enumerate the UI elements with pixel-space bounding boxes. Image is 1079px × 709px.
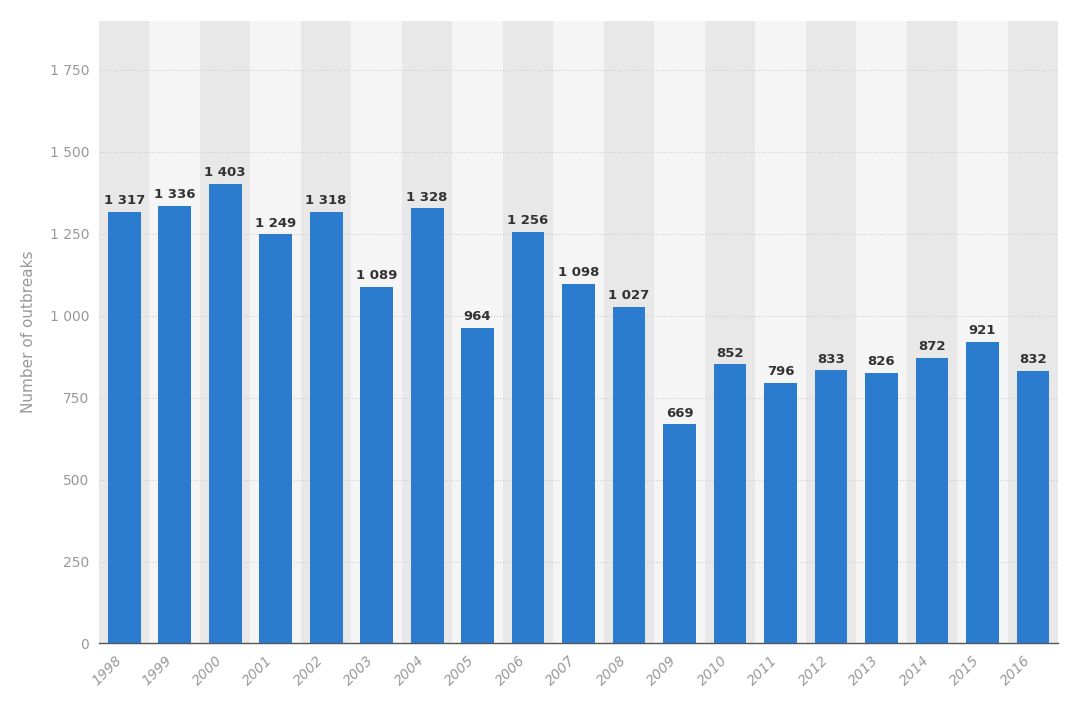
Text: 1 098: 1 098	[558, 266, 599, 279]
Bar	[200, 21, 250, 644]
Text: 1 256: 1 256	[507, 214, 549, 228]
Bar	[1008, 21, 1058, 644]
Text: 1 328: 1 328	[407, 191, 448, 203]
Bar	[654, 21, 705, 644]
Bar	[452, 21, 503, 644]
Text: 833: 833	[817, 353, 845, 366]
Bar	[604, 21, 654, 644]
Bar	[764, 383, 797, 644]
Bar	[815, 371, 847, 644]
Y-axis label: Number of outbreaks: Number of outbreaks	[21, 251, 36, 413]
Bar	[99, 21, 149, 644]
Text: 669: 669	[666, 407, 694, 420]
Bar	[966, 342, 999, 644]
Text: 1 336: 1 336	[154, 188, 195, 201]
Text: 826: 826	[868, 355, 896, 368]
Bar	[250, 21, 301, 644]
Bar	[613, 307, 645, 644]
Text: 872: 872	[918, 340, 945, 353]
Text: 832: 832	[1019, 353, 1047, 367]
Bar	[1016, 371, 1050, 644]
Bar	[713, 364, 747, 644]
Text: 964: 964	[464, 310, 491, 323]
Bar	[806, 21, 857, 644]
Bar	[310, 211, 342, 644]
Bar	[503, 21, 554, 644]
Bar	[259, 234, 292, 644]
Text: 1 317: 1 317	[104, 194, 145, 207]
Bar	[208, 184, 242, 644]
Bar	[906, 21, 957, 644]
Text: 852: 852	[716, 347, 743, 359]
Bar	[401, 21, 452, 644]
Bar	[865, 373, 898, 644]
Bar	[755, 21, 806, 644]
Bar	[857, 21, 906, 644]
Bar	[108, 212, 140, 644]
Bar	[562, 284, 595, 644]
Bar	[149, 21, 200, 644]
Bar	[554, 21, 604, 644]
Bar	[705, 21, 755, 644]
Text: 1 403: 1 403	[204, 166, 246, 179]
Bar	[461, 328, 494, 644]
Bar	[301, 21, 352, 644]
Text: 921: 921	[969, 324, 996, 337]
Bar	[360, 286, 393, 644]
Text: 1 027: 1 027	[609, 289, 650, 302]
Bar	[411, 208, 443, 644]
Bar	[511, 232, 545, 644]
Bar	[352, 21, 401, 644]
Text: 1 318: 1 318	[305, 194, 346, 207]
Bar	[159, 206, 191, 644]
Bar	[916, 358, 948, 644]
Text: 796: 796	[767, 365, 794, 378]
Bar	[957, 21, 1008, 644]
Text: 1 249: 1 249	[255, 216, 297, 230]
Bar	[664, 424, 696, 644]
Text: 1 089: 1 089	[356, 269, 397, 282]
